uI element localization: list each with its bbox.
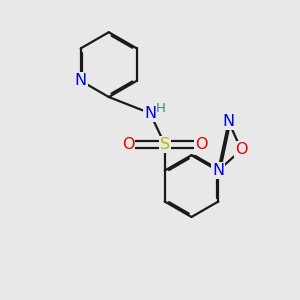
Text: N: N bbox=[223, 114, 235, 129]
Text: S: S bbox=[160, 136, 170, 152]
Text: O: O bbox=[122, 136, 134, 152]
Text: H: H bbox=[155, 102, 165, 115]
Text: O: O bbox=[235, 142, 247, 158]
Text: N: N bbox=[75, 73, 87, 88]
Text: O: O bbox=[195, 136, 208, 152]
Text: N: N bbox=[212, 163, 224, 178]
Text: N: N bbox=[144, 106, 156, 121]
